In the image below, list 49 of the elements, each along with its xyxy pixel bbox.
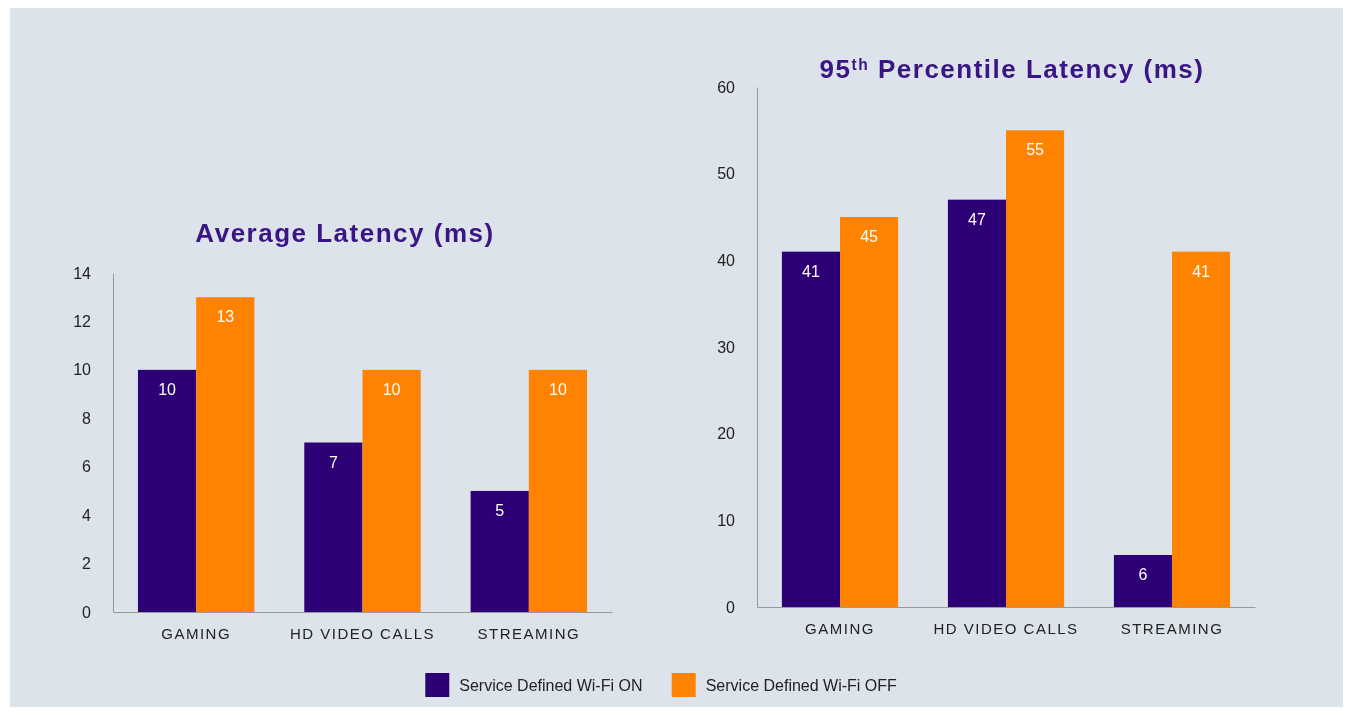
y-tick-label: 10 (717, 511, 736, 529)
bar (1172, 251, 1231, 607)
data-label: 6 (1138, 566, 1148, 583)
data-label: 41 (802, 262, 820, 280)
bar (528, 369, 588, 612)
x-tick-label: STREAMING (477, 624, 581, 642)
y-tick-label: 20 (717, 425, 736, 443)
data-label: 55 (1026, 141, 1045, 159)
bar (1006, 130, 1065, 607)
bar (781, 251, 840, 607)
data-label: 10 (382, 380, 401, 398)
x-tick-label: HD VIDEO CALLS (933, 619, 1079, 637)
chart-title: 95$^{th}$ Percentile Latency (ms) (819, 54, 1205, 84)
y-tick-label: 40 (717, 251, 736, 269)
legend-label: Service Defined Wi-Fi OFF (705, 677, 898, 694)
data-label: 41 (1192, 262, 1211, 280)
y-tick-label: 2 (82, 555, 92, 573)
data-label: 45 (860, 228, 879, 245)
y-tick-label: 6 (82, 458, 92, 476)
bar (840, 217, 899, 607)
y-tick-label: 0 (726, 598, 736, 616)
y-tick-label: 10 (73, 361, 92, 379)
y-tick-label: 4 (82, 506, 92, 524)
data-label: 13 (216, 308, 235, 326)
y-tick-label: 60 (717, 78, 736, 96)
bar (362, 369, 421, 612)
chart-title: Average Latency (ms) (195, 218, 495, 248)
data-label: 10 (549, 380, 567, 398)
data-label: 47 (968, 210, 986, 228)
x-tick-label: GAMING (805, 619, 875, 637)
x-tick-label: STREAMING (1120, 619, 1224, 637)
y-tick-label: 8 (82, 409, 92, 427)
y-tick-label: 30 (717, 338, 736, 356)
y-tick-label: 0 (82, 603, 92, 621)
bar (1113, 555, 1172, 607)
y-tick-label: 14 (73, 264, 92, 282)
x-tick-label: GAMING (161, 624, 232, 642)
y-tick-label: 12 (73, 313, 92, 331)
bar (947, 199, 1006, 607)
bar (304, 442, 363, 612)
legend-label: Service Defined Wi-Fi ON (459, 677, 643, 694)
y-tick-label: 50 (717, 165, 736, 183)
data-label: 7 (328, 453, 338, 471)
data-label: 5 (495, 501, 505, 519)
bar (196, 297, 255, 612)
bar (137, 369, 197, 612)
bar (470, 490, 529, 612)
data-label: 10 (158, 380, 177, 398)
x-tick-label: HD VIDEO CALLS (289, 624, 436, 642)
